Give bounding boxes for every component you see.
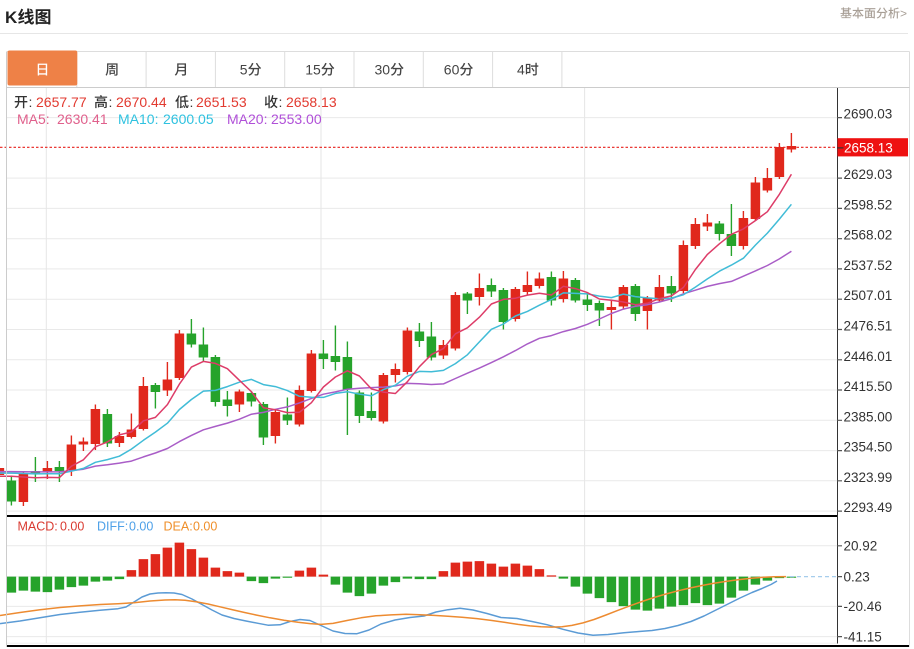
svg-text:MA5:: MA5:: [17, 111, 50, 127]
svg-text:2385.00: 2385.00: [844, 409, 893, 424]
svg-text:DIFF:: DIFF:: [97, 520, 128, 534]
svg-text::: :: [279, 94, 283, 110]
svg-text:2630.41: 2630.41: [57, 111, 108, 127]
svg-text:0.00: 0.00: [193, 520, 217, 534]
svg-text:15: 15: [305, 62, 321, 78]
svg-text:2658.13: 2658.13: [844, 140, 893, 155]
svg-text:2507.01: 2507.01: [844, 288, 893, 303]
svg-text:-20.46: -20.46: [844, 599, 882, 614]
svg-text:2354.50: 2354.50: [844, 440, 893, 455]
svg-text:4: 4: [517, 62, 525, 78]
svg-text:2553.00: 2553.00: [271, 111, 322, 127]
svg-text:2598.52: 2598.52: [844, 197, 893, 212]
svg-text:5: 5: [240, 62, 248, 78]
svg-text:2476.51: 2476.51: [844, 318, 893, 333]
svg-text:2415.50: 2415.50: [844, 379, 893, 394]
svg-text::: :: [190, 94, 194, 110]
svg-text:2658.13: 2658.13: [286, 94, 337, 110]
svg-text:2446.01: 2446.01: [844, 349, 893, 364]
svg-text:2670.44: 2670.44: [116, 94, 167, 110]
svg-text:30: 30: [375, 62, 391, 78]
svg-text:2537.52: 2537.52: [844, 258, 893, 273]
svg-text:MA20:: MA20:: [227, 111, 267, 127]
svg-text:2293.49: 2293.49: [844, 500, 893, 515]
svg-text::: :: [109, 94, 113, 110]
svg-text:2651.53: 2651.53: [196, 94, 247, 110]
svg-text:0.00: 0.00: [129, 520, 153, 534]
svg-text:K: K: [5, 8, 18, 27]
svg-text:0.00: 0.00: [60, 520, 84, 534]
svg-text:20.92: 20.92: [844, 539, 878, 554]
svg-text::: :: [29, 94, 33, 110]
svg-text:DEA:: DEA:: [164, 520, 193, 534]
svg-text:-41.15: -41.15: [844, 629, 882, 644]
svg-text:2568.02: 2568.02: [844, 228, 893, 243]
svg-text:MACD:: MACD:: [18, 520, 58, 534]
svg-text:2657.77: 2657.77: [36, 94, 87, 110]
svg-text:2629.03: 2629.03: [844, 167, 893, 182]
svg-text:2690.03: 2690.03: [844, 107, 893, 122]
svg-text:60: 60: [444, 62, 460, 78]
svg-text:MA10:: MA10:: [118, 111, 158, 127]
svg-text:2600.05: 2600.05: [163, 111, 214, 127]
svg-text:0.23: 0.23: [844, 569, 870, 584]
svg-text:2323.99: 2323.99: [844, 470, 893, 485]
svg-text:>: >: [900, 7, 907, 21]
